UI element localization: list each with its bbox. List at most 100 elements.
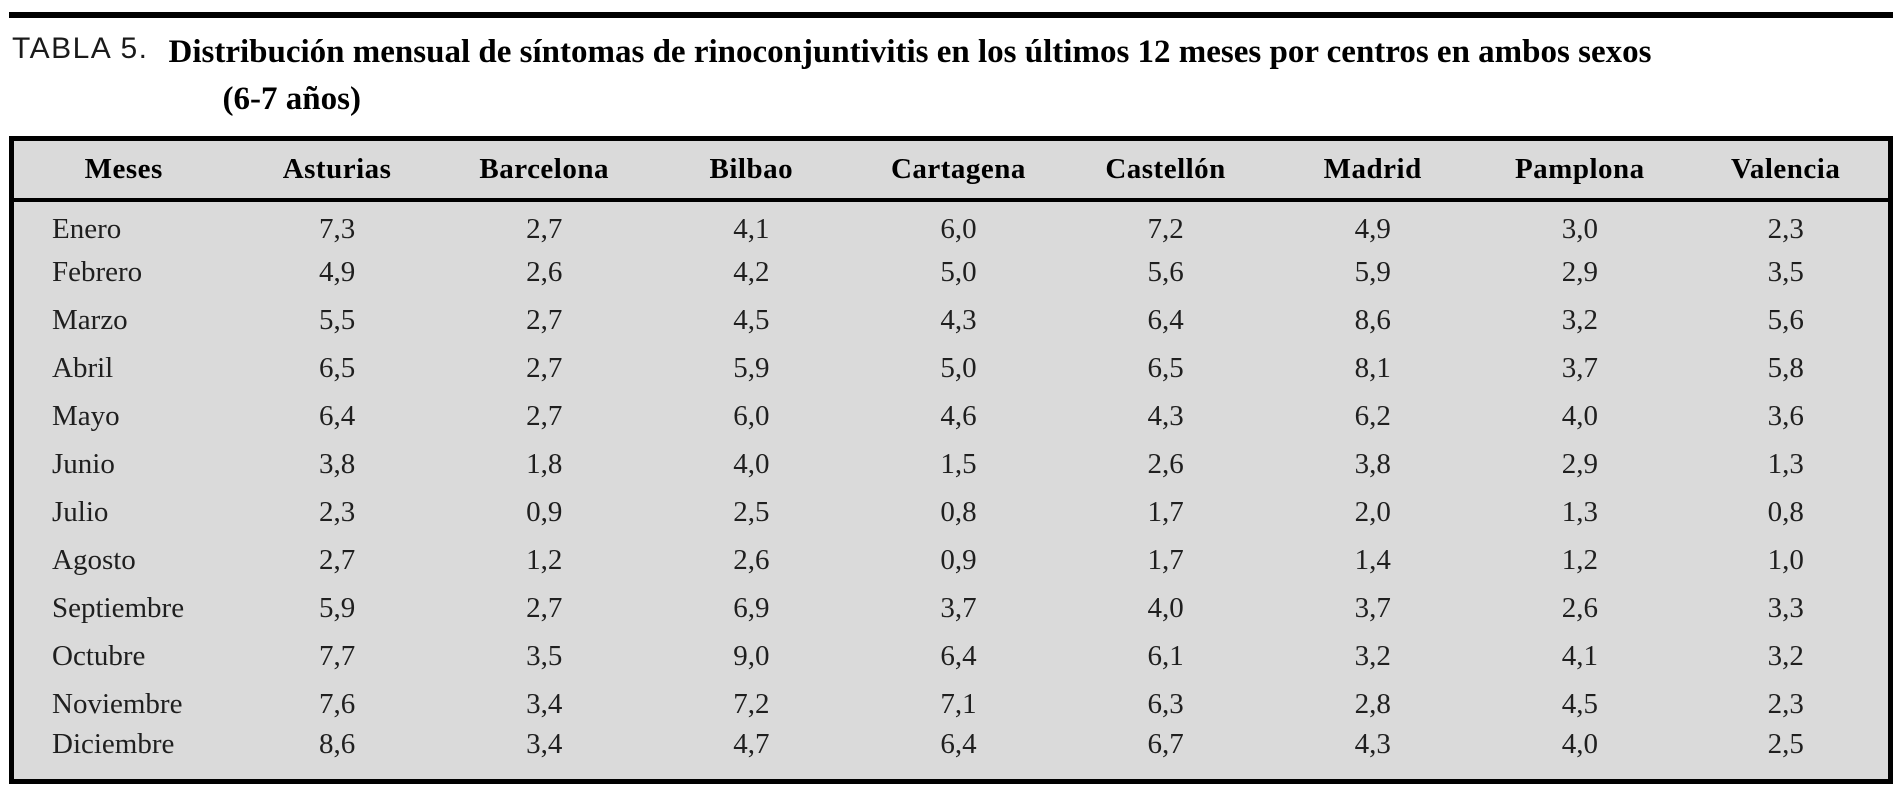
month-cell: Mayo xyxy=(52,399,120,432)
table-caption-title-line1: Distribución mensual de síntomas de rino… xyxy=(168,34,1652,70)
value-cell: 3,5 xyxy=(1767,255,1804,288)
table-row-enero: Enero 7,3 2,7 4,1 6,0 7,2 4,9 3,0 2,3 xyxy=(12,200,1891,248)
value-cell: 3,0 xyxy=(1561,212,1598,245)
value-cell: 2,5 xyxy=(1767,728,1804,761)
value-cell: 4,5 xyxy=(733,303,770,336)
top-rule xyxy=(9,12,1893,18)
column-header-madrid: Madrid xyxy=(1269,138,1477,203)
value-cell: 5,9 xyxy=(733,351,770,384)
table-row-octubre: Octubre 7,7 3,5 9,0 6,4 6,1 3,2 4,1 3,2 xyxy=(12,632,1891,680)
value-cell: 2,3 xyxy=(1767,212,1804,245)
value-cell: 3,8 xyxy=(1354,447,1391,480)
column-header-cartagena: Cartagena xyxy=(854,138,1062,203)
value-cell: 7,3 xyxy=(318,212,356,245)
value-cell: 4,3 xyxy=(1147,399,1184,432)
value-cell: 3,7 xyxy=(940,591,977,624)
table-row-septiembre: Septiembre 5,9 2,7 6,9 3,7 4,0 3,7 2,6 3,3 xyxy=(12,584,1891,632)
value-cell: 2,0 xyxy=(1354,495,1391,528)
column-header-pamplona: Pamplona xyxy=(1476,138,1684,203)
value-cell: 0,8 xyxy=(1767,495,1804,528)
value-cell: 0,9 xyxy=(940,543,977,576)
value-cell: 2,6 xyxy=(526,255,563,288)
value-cell: 5,9 xyxy=(1354,255,1391,288)
month-cell: Junio xyxy=(52,447,115,480)
value-cell: 6,4 xyxy=(318,399,356,432)
value-cell: 5,8 xyxy=(1767,351,1804,384)
value-cell: 4,5 xyxy=(1561,687,1598,720)
value-cell: 4,0 xyxy=(1561,728,1598,761)
value-cell: 2,8 xyxy=(1354,687,1391,720)
value-cell: 2,3 xyxy=(1767,687,1804,720)
table-caption: TABLA 5. Distribución mensual de síntoma… xyxy=(12,29,1893,123)
value-cell: 5,0 xyxy=(940,255,977,288)
value-cell: 1,2 xyxy=(526,543,563,576)
value-cell: 5,6 xyxy=(1767,303,1804,336)
value-cell: 3,3 xyxy=(1767,591,1804,624)
value-cell: 4,3 xyxy=(940,303,977,336)
value-cell: 4,3 xyxy=(1354,728,1391,761)
column-header-barcelona: Barcelona xyxy=(440,138,648,203)
table-row-junio: Junio 3,8 1,8 4,0 1,5 2,6 3,8 2,9 1,3 xyxy=(12,440,1891,488)
value-cell: 1,5 xyxy=(940,447,977,480)
value-cell: 7,7 xyxy=(318,639,356,672)
value-cell: 6,4 xyxy=(940,639,977,672)
value-cell: 6,1 xyxy=(1147,639,1184,672)
column-header-bilbao: Bilbao xyxy=(647,138,855,203)
value-cell: 1,7 xyxy=(1147,495,1184,528)
value-cell: 4,9 xyxy=(318,255,356,288)
value-cell: 6,4 xyxy=(1147,303,1184,336)
value-cell: 5,9 xyxy=(318,591,356,624)
value-cell: 3,6 xyxy=(1767,399,1804,432)
month-cell: Enero xyxy=(52,212,122,245)
column-header-asturias: Asturias xyxy=(233,138,441,203)
value-cell: 2,6 xyxy=(1147,447,1184,480)
value-cell: 2,5 xyxy=(733,495,770,528)
value-cell: 5,5 xyxy=(318,303,356,336)
value-cell: 4,1 xyxy=(1561,639,1598,672)
value-cell: 4,0 xyxy=(1147,591,1184,624)
table-row-mayo: Mayo 6,4 2,7 6,0 4,6 4,3 6,2 4,0 3,6 xyxy=(12,392,1891,440)
table-header: Meses Asturias Barcelona Bilbao Cartagena Cas… xyxy=(11,138,1891,203)
value-cell: 0,8 xyxy=(940,495,977,528)
value-cell: 8,6 xyxy=(1354,303,1391,336)
value-cell: 7,2 xyxy=(733,687,770,720)
value-cell: 2,7 xyxy=(526,591,563,624)
value-cell: 1,7 xyxy=(1147,543,1184,576)
month-cell: Julio xyxy=(52,495,109,528)
monthly-distribution-table: Meses Asturias Barcelona Bilbao Cartagena Cas… xyxy=(9,135,1893,785)
month-cell: Septiembre xyxy=(52,591,185,624)
value-cell: 3,4 xyxy=(526,687,563,720)
month-cell: Abril xyxy=(52,351,114,384)
value-cell: 6,2 xyxy=(1354,399,1391,432)
value-cell: 6,0 xyxy=(733,399,770,432)
value-cell: 6,7 xyxy=(1147,728,1184,761)
value-cell: 3,2 xyxy=(1767,639,1804,672)
value-cell: 2,3 xyxy=(318,495,356,528)
table-row-marzo: Marzo 5,5 2,7 4,5 4,3 6,4 8,6 3,2 5,6 xyxy=(12,296,1891,344)
value-cell: 1,8 xyxy=(526,447,563,480)
table-row-noviembre: Noviembre 7,6 3,4 7,2 7,1 6,3 2,8 4,5 2,3 xyxy=(12,680,1891,728)
value-cell: 3,5 xyxy=(526,639,563,672)
value-cell: 2,7 xyxy=(526,351,563,384)
value-cell: 7,1 xyxy=(940,687,977,720)
column-header-valencia: Valencia xyxy=(1683,138,1891,203)
value-cell: 4,0 xyxy=(733,447,770,480)
value-cell: 4,2 xyxy=(733,255,770,288)
month-cell: Agosto xyxy=(52,543,136,576)
month-cell: Noviembre xyxy=(52,687,183,720)
value-cell: 6,9 xyxy=(733,591,770,624)
value-cell: 2,7 xyxy=(526,303,563,336)
value-cell: 6,5 xyxy=(1147,351,1184,384)
value-cell: 4,7 xyxy=(733,728,770,761)
value-cell: 5,6 xyxy=(1147,255,1184,288)
value-cell: 2,9 xyxy=(1561,447,1598,480)
value-cell: 3,2 xyxy=(1561,303,1598,336)
month-cell: Marzo xyxy=(52,303,128,336)
value-cell: 3,7 xyxy=(1354,591,1391,624)
value-cell: 2,6 xyxy=(733,543,770,576)
value-cell: 6,5 xyxy=(318,351,356,384)
table-caption-title-line2: (6-7 años) xyxy=(222,80,361,117)
value-cell: 2,7 xyxy=(526,212,563,245)
value-cell: 0,9 xyxy=(526,495,563,528)
